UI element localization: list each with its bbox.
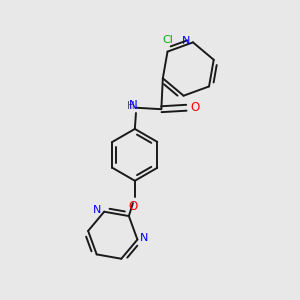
Text: H: H xyxy=(127,101,135,111)
Text: N: N xyxy=(93,205,101,215)
Text: N: N xyxy=(182,36,190,46)
Text: O: O xyxy=(191,101,200,114)
Text: O: O xyxy=(129,200,138,214)
Text: N: N xyxy=(140,233,149,243)
Text: Cl: Cl xyxy=(162,35,173,45)
Text: N: N xyxy=(129,100,138,112)
